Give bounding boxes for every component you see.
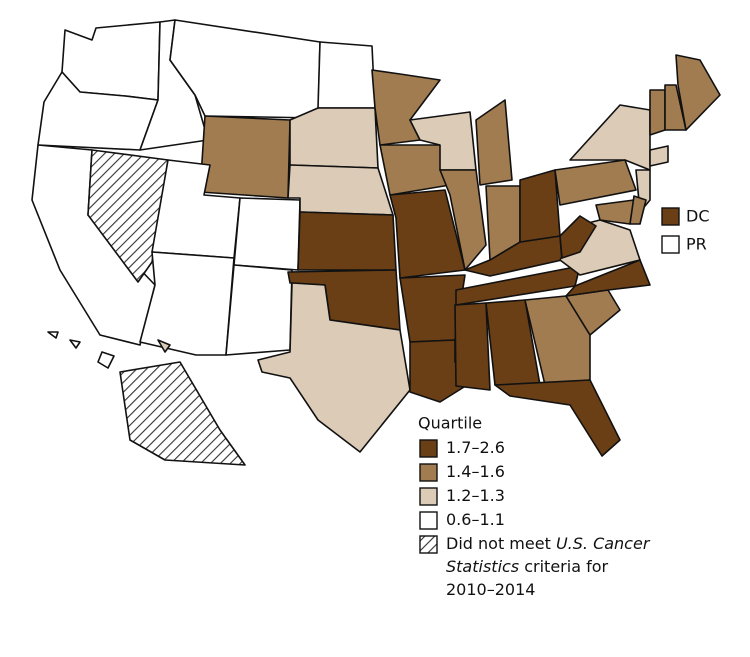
legend-label-part: U.S. Cancer — [556, 534, 651, 553]
state — [47, 331, 59, 339]
legend-label-part: 1.4–1.6 — [446, 462, 505, 481]
legend-swatch — [419, 463, 438, 482]
legend-label-part: Did not meet — [446, 534, 556, 553]
state — [317, 41, 376, 109]
legend-label-part: criteria for — [519, 557, 608, 576]
state — [139, 251, 235, 356]
legend-label: 1.7–2.6 — [446, 438, 505, 457]
legend-title: Quartile — [418, 414, 482, 433]
state — [494, 379, 621, 457]
legend-swatch — [419, 511, 438, 530]
state — [287, 164, 394, 216]
legend-swatch — [419, 439, 438, 458]
state — [475, 99, 513, 186]
state — [157, 339, 171, 353]
state — [69, 339, 81, 349]
callout-label: DC — [686, 207, 710, 226]
state — [389, 189, 466, 279]
legend-swatch — [419, 487, 438, 506]
state — [289, 107, 379, 169]
state — [524, 295, 591, 386]
state — [649, 145, 669, 167]
state — [454, 302, 491, 391]
legend-label: 2010–2014 — [446, 580, 535, 599]
state — [439, 169, 487, 271]
legend-label: 1.4–1.6 — [446, 462, 505, 481]
state — [675, 54, 721, 131]
state — [519, 169, 561, 243]
state — [649, 89, 666, 136]
legend-label: 0.6–1.1 — [446, 510, 505, 529]
state — [297, 211, 397, 271]
state — [199, 115, 291, 199]
callout-swatch — [661, 235, 680, 254]
state — [569, 104, 651, 171]
callout-swatch — [661, 207, 680, 226]
legend-label: Statistics criteria for — [446, 557, 609, 576]
state — [595, 199, 635, 225]
state — [629, 195, 647, 225]
legend-label-part: 0.6–1.1 — [446, 510, 505, 529]
legend-label-part: 2010–2014 — [446, 580, 535, 599]
legend-label: 1.2–1.3 — [446, 486, 505, 505]
legend-swatch — [419, 535, 438, 554]
legend-label-part: 1.2–1.3 — [446, 486, 505, 505]
state — [565, 259, 651, 297]
state — [257, 282, 411, 453]
state — [119, 361, 246, 466]
state — [233, 197, 301, 271]
legend-label-part: 1.7–2.6 — [446, 438, 505, 457]
legend-label-part: Statistics — [446, 557, 519, 576]
state — [225, 264, 293, 356]
state — [87, 149, 169, 283]
legend-label: Did not meet U.S. Cancer — [446, 534, 651, 553]
callout-label: PR — [686, 235, 707, 254]
state — [559, 215, 597, 259]
state — [554, 159, 637, 206]
state — [97, 351, 115, 369]
